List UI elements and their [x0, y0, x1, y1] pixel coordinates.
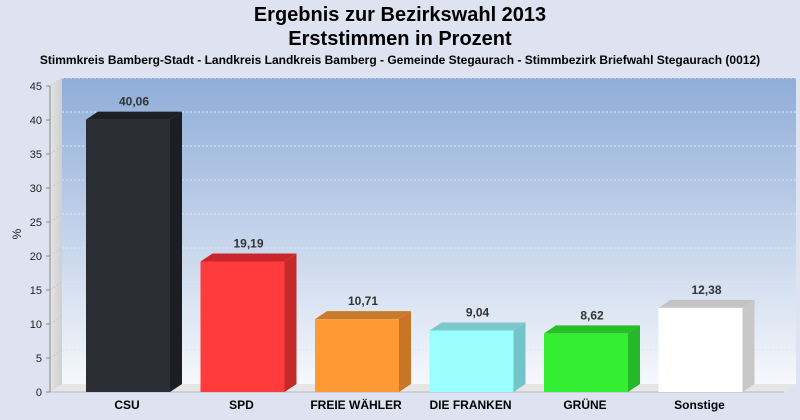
bar-value-label: 10,71	[348, 294, 378, 308]
chart-subtitle: Stimmkreis Bamberg-Stadt - Landkreis Lan…	[39, 53, 761, 67]
x-category-label: GRÜNE	[563, 397, 606, 412]
gridline-wall	[49, 145, 63, 155]
bar-top	[315, 311, 411, 320]
bar-value-label: 12,38	[691, 283, 721, 297]
gridline-wall	[49, 247, 63, 257]
bar-top	[200, 253, 297, 262]
y-axis: 0 5 10 15 20 25 30 35 40 45%	[10, 81, 51, 399]
bar-side	[742, 299, 755, 392]
labels: 40,06 CSU 19,19 SPD 10,71 FREIE WÄHLER 9,04 DIE…	[114, 95, 725, 412]
bar-top	[544, 325, 640, 334]
bar-front	[200, 261, 285, 392]
bar-front	[86, 119, 170, 392]
bar-value-label: 9,04	[466, 306, 490, 320]
bar-front	[544, 333, 628, 392]
bar-side	[628, 325, 640, 392]
bar-front	[429, 330, 514, 392]
bar-top	[658, 299, 755, 308]
plot-left-wall	[50, 78, 62, 392]
y-tick-label: 45	[30, 81, 42, 93]
bar-side	[513, 322, 526, 392]
gridlines	[49, 77, 796, 359]
chart-title-line2: Erststimmen in Prozent	[288, 28, 512, 50]
y-tick-label: 5	[36, 353, 42, 365]
bar-value-label: 40,06	[119, 95, 149, 109]
bar-side	[284, 253, 297, 392]
x-category-label: DIE FRANKEN	[429, 398, 511, 412]
bar-csu	[86, 111, 182, 392]
y-tick-label: 10	[30, 319, 42, 331]
y-tick-label: 30	[30, 183, 42, 195]
gridline-wall	[49, 281, 63, 291]
y-tick-label: 15	[30, 285, 42, 297]
x-category-label: CSU	[114, 398, 139, 412]
chart-title: Ergebnis zur Bezirkswahl 2013	[253, 4, 547, 26]
gridline-wall	[49, 77, 63, 87]
bar-side	[170, 111, 182, 392]
bar-spd	[200, 253, 297, 392]
gridline-wall	[49, 315, 63, 325]
x-category-label: Sonstige	[674, 398, 725, 412]
gridline-wall	[49, 349, 63, 359]
bar-freie-wähler	[315, 311, 411, 392]
y-tick-label: 40	[30, 115, 42, 127]
y-tick-label: 35	[30, 149, 42, 161]
bar-top	[429, 322, 526, 331]
bar-die-franken	[429, 322, 526, 392]
bar-front	[315, 319, 399, 392]
x-category-label: SPD	[229, 398, 254, 412]
gridline-wall	[49, 213, 63, 223]
y-tick-label: 0	[36, 387, 42, 399]
bar-value-label: 8,62	[580, 308, 604, 322]
bar-grüne	[544, 325, 640, 392]
bar-side	[399, 311, 411, 392]
bars	[86, 111, 755, 392]
y-tick-label: 25	[30, 217, 42, 229]
bar-front	[658, 307, 743, 392]
bar-value-label: 19,19	[233, 237, 263, 251]
bar-sonstige	[658, 299, 755, 392]
y-tick-label: 20	[30, 251, 42, 263]
y-axis-label: %	[10, 228, 24, 239]
bar-top	[86, 111, 182, 120]
gridline-wall	[49, 111, 63, 121]
x-category-label: FREIE WÄHLER	[310, 397, 402, 412]
gridline-wall	[49, 179, 63, 189]
